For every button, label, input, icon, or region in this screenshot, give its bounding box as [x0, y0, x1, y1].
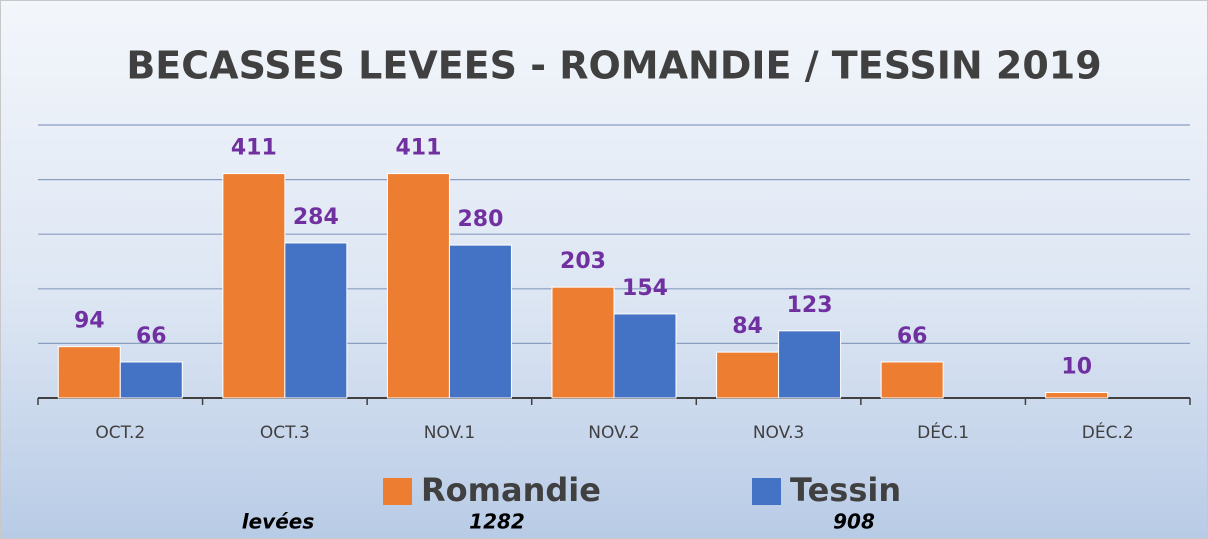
total-value: 908 [833, 510, 875, 534]
legend-swatch [383, 478, 412, 505]
x-tick-label: DÉC.2 [1082, 421, 1134, 443]
chart-title: BECASSES LEVEES - ROMANDIE / TESSIN 2019 [126, 44, 1101, 88]
bar [222, 173, 286, 399]
bar [880, 361, 944, 399]
value-label: 280 [457, 207, 503, 232]
value-label: 284 [293, 205, 339, 230]
value-label: 66 [136, 324, 167, 349]
bar [551, 286, 615, 399]
total-value: 1282 [469, 510, 525, 534]
x-tick-label: DÉC.1 [917, 421, 969, 443]
bar [778, 330, 842, 399]
bar [284, 242, 348, 399]
bar [119, 361, 183, 399]
bar [448, 244, 512, 399]
value-label: 203 [560, 249, 606, 274]
value-label: 84 [732, 314, 763, 339]
value-label: 123 [787, 293, 833, 318]
legend-label: Romandie [421, 471, 601, 509]
x-tick-label: OCT.2 [95, 423, 145, 443]
x-tick-label: NOV.3 [753, 423, 804, 443]
bar [386, 173, 450, 399]
value-label: 94 [74, 309, 105, 334]
value-label: 154 [622, 276, 668, 301]
value-label: 10 [1061, 355, 1092, 380]
legend-swatch [752, 478, 781, 505]
x-tick-label: NOV.2 [588, 423, 639, 443]
bar [57, 346, 121, 399]
value-label: 66 [897, 324, 928, 349]
bar [1045, 392, 1109, 399]
totals-label: levées [242, 510, 315, 534]
x-tick-label: NOV.1 [424, 423, 475, 443]
x-tick-label: OCT.3 [260, 423, 310, 443]
legend-label: Tessin [790, 471, 901, 509]
bar [716, 351, 780, 399]
bar [613, 313, 677, 399]
value-label: 411 [231, 136, 277, 161]
value-label: 411 [395, 136, 441, 161]
